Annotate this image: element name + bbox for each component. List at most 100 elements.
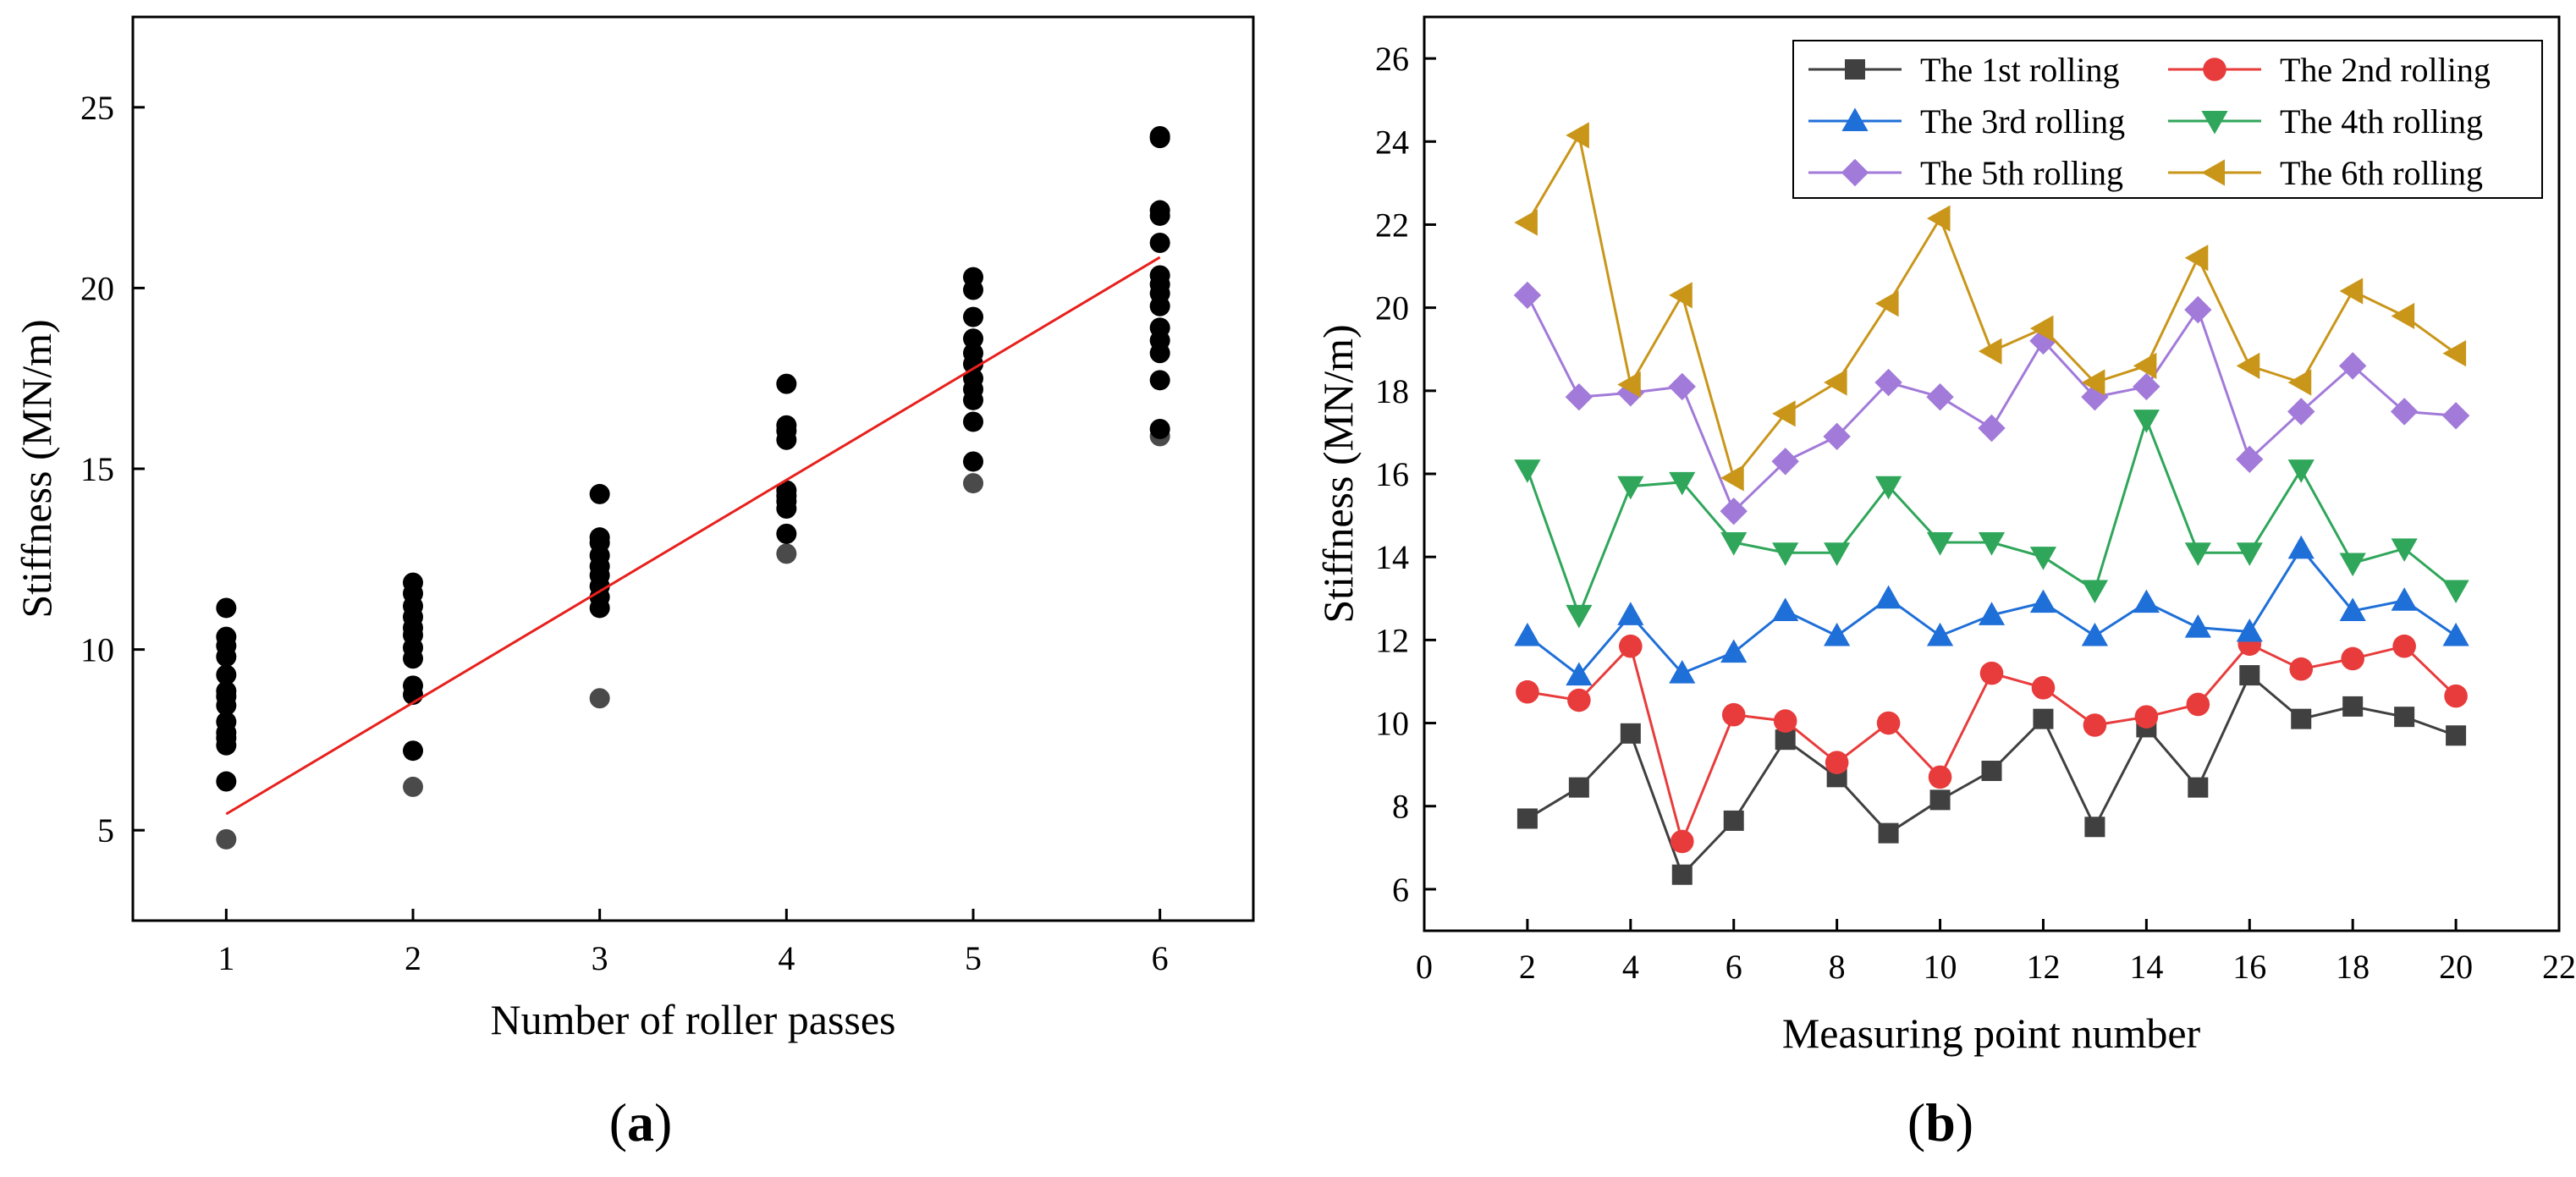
series-marker bbox=[1619, 634, 1643, 658]
series-marker bbox=[2289, 657, 2314, 681]
series-marker bbox=[1771, 448, 1799, 476]
legend-label: The 6th rolling bbox=[2280, 154, 2483, 192]
legend: The 1st rolling The 2nd rolling The 3rd ro… bbox=[1792, 40, 2543, 199]
series-marker bbox=[2133, 352, 2157, 379]
series-marker bbox=[1721, 702, 1746, 727]
scatter-point bbox=[216, 771, 237, 792]
panel-b-x-tick-label: 18 bbox=[2336, 948, 2370, 986]
series-marker bbox=[1874, 476, 1902, 500]
series-marker bbox=[1671, 864, 1693, 885]
series-5 bbox=[1513, 281, 2470, 525]
series-marker bbox=[1978, 602, 2006, 625]
regression-line bbox=[225, 256, 1161, 816]
series-marker bbox=[2186, 692, 2210, 717]
series-marker bbox=[1926, 532, 1954, 556]
panel-a-y-axis-title: Stiffness (MN/m) bbox=[13, 319, 60, 618]
series-marker bbox=[1876, 711, 1901, 735]
series-marker bbox=[2287, 369, 2312, 396]
series-marker bbox=[2029, 327, 2057, 355]
scatter-point bbox=[963, 473, 983, 494]
series-marker bbox=[2446, 725, 2467, 746]
series-marker bbox=[2444, 684, 2468, 708]
panel-a-y-tick-label: 15 bbox=[80, 450, 114, 488]
panel-a-x-tick-label: 4 bbox=[778, 939, 795, 977]
series-marker bbox=[2339, 278, 2364, 305]
series-marker bbox=[1772, 597, 1799, 621]
scatter-point bbox=[963, 411, 983, 432]
series-marker bbox=[1568, 777, 1589, 798]
series-marker bbox=[2029, 547, 2057, 570]
panel-a-x-tick-label: 3 bbox=[592, 939, 608, 977]
series-marker bbox=[1772, 400, 1796, 427]
series-3 bbox=[1514, 535, 2469, 686]
series-marker bbox=[2291, 708, 2312, 729]
series-line bbox=[1526, 415, 2458, 619]
legend-marker bbox=[2201, 111, 2228, 135]
series-marker bbox=[2287, 459, 2315, 483]
series-marker bbox=[2339, 597, 2366, 621]
series-marker bbox=[2134, 705, 2159, 729]
series-marker bbox=[2287, 398, 2315, 426]
scatter-point bbox=[216, 828, 237, 850]
series-marker bbox=[1929, 789, 1951, 811]
series-marker bbox=[2031, 676, 2056, 700]
series-marker bbox=[2133, 589, 2160, 613]
series-marker bbox=[1772, 542, 1799, 566]
panel-a-x-tick-label: 2 bbox=[405, 939, 421, 977]
scatter-point bbox=[216, 712, 237, 733]
panel-b-y-tick-label: 6 bbox=[1392, 871, 1409, 909]
scatter-point bbox=[963, 328, 983, 349]
panel-a-x-tick-label: 5 bbox=[965, 939, 982, 977]
series-marker bbox=[2442, 622, 2469, 646]
scatter-point bbox=[963, 306, 983, 327]
series-marker bbox=[2184, 614, 2211, 638]
legend-marker bbox=[1841, 158, 1869, 187]
series-marker bbox=[2390, 398, 2419, 426]
scatter-point bbox=[1149, 265, 1170, 286]
series-marker bbox=[2341, 646, 2364, 671]
series-marker bbox=[2339, 553, 2366, 577]
panel-b-y-tick-label: 26 bbox=[1375, 40, 1409, 78]
series-marker bbox=[1720, 639, 1748, 663]
legend-marker bbox=[2201, 159, 2225, 186]
series-marker bbox=[1514, 622, 1541, 646]
series-marker bbox=[2342, 696, 2364, 717]
series-marker bbox=[2081, 580, 2109, 604]
series-marker bbox=[1620, 723, 1641, 744]
series-marker bbox=[1874, 585, 1902, 609]
series-marker bbox=[2081, 622, 2109, 646]
series-marker bbox=[1926, 205, 1951, 232]
panel-a-x-tick-label: 1 bbox=[217, 939, 234, 977]
legend-box bbox=[1792, 40, 2543, 199]
series-marker bbox=[2029, 589, 2057, 613]
panel-b-x-tick-label: 12 bbox=[2026, 948, 2060, 986]
legend-label: The 3rd rolling bbox=[1920, 102, 2125, 140]
panel-b-y-tick-label: 10 bbox=[1375, 705, 1409, 743]
scatter-point bbox=[216, 626, 237, 647]
series-marker bbox=[2442, 340, 2467, 367]
panel-a-label: (a) bbox=[609, 1092, 673, 1152]
panel-b-label: (b) bbox=[1907, 1092, 1973, 1152]
panel-b-y-tick-label: 8 bbox=[1392, 788, 1409, 826]
series-marker bbox=[2084, 817, 2105, 838]
series-marker bbox=[1513, 281, 1542, 310]
series-marker bbox=[1514, 459, 1541, 483]
scatter-point bbox=[1149, 200, 1170, 221]
series-marker bbox=[1773, 709, 1797, 733]
scatter-point bbox=[776, 415, 797, 436]
legend-label: The 4th rolling bbox=[2280, 102, 2483, 140]
series-marker bbox=[1566, 662, 1593, 686]
series-6 bbox=[1514, 122, 2467, 492]
series-marker bbox=[1567, 688, 1591, 712]
panel-b-x-tick-label: 0 bbox=[1416, 948, 1433, 986]
series-marker bbox=[1617, 476, 1644, 500]
series-marker bbox=[2184, 295, 2212, 324]
series-marker bbox=[2033, 708, 2054, 729]
series-marker bbox=[2236, 618, 2263, 642]
series-marker bbox=[2133, 372, 2160, 401]
scatter-point bbox=[589, 527, 610, 548]
panel-b-x-tick-label: 10 bbox=[1924, 948, 1957, 986]
scatter-point bbox=[589, 483, 610, 504]
panel-b-x-tick-label: 20 bbox=[2439, 948, 2473, 986]
series-marker bbox=[1720, 465, 1744, 492]
